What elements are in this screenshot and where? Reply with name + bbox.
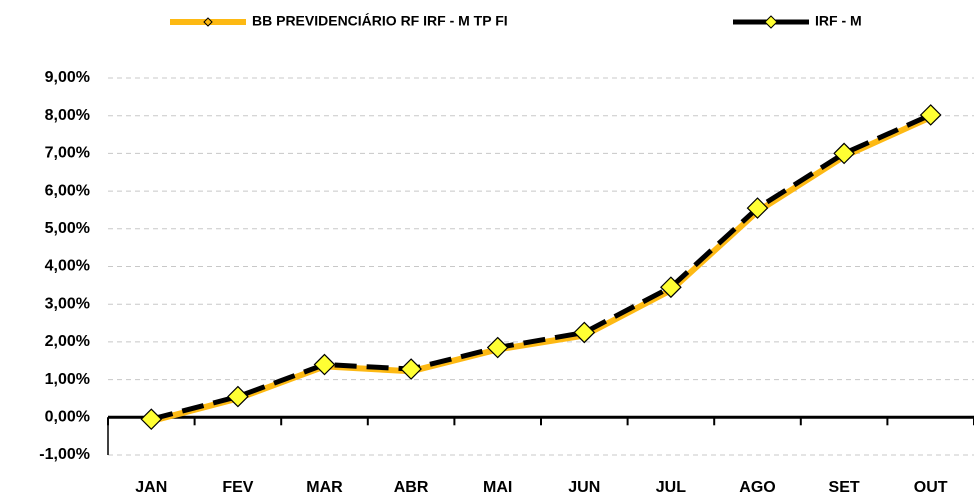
legend-marker bbox=[203, 17, 213, 27]
x-tick-label: MAI bbox=[483, 479, 512, 496]
x-tick-label: MAR bbox=[306, 479, 343, 496]
y-tick-label: 2,00% bbox=[45, 333, 90, 350]
marker bbox=[400, 358, 422, 380]
marker bbox=[313, 353, 336, 376]
marker bbox=[833, 142, 855, 165]
series-line bbox=[150, 114, 932, 424]
legend-label: IRF - M bbox=[815, 13, 862, 29]
x-tick-label: SET bbox=[829, 479, 860, 496]
marker bbox=[140, 408, 163, 431]
x-tick-label: ABR bbox=[394, 479, 429, 496]
x-tick-label: JUN bbox=[568, 479, 600, 496]
y-tick-label: 0,00% bbox=[45, 409, 90, 426]
marker bbox=[486, 336, 509, 359]
y-tick-label: -1,00% bbox=[39, 446, 90, 463]
y-tick-label: 3,00% bbox=[45, 295, 90, 312]
marker bbox=[919, 104, 942, 126]
y-tick-label: 8,00% bbox=[45, 107, 90, 124]
y-tick-label: 6,00% bbox=[45, 182, 90, 199]
x-tick-label: FEV bbox=[222, 479, 253, 496]
marker bbox=[660, 276, 682, 299]
legend: BB PREVIDENCIÁRIO RF IRF - M TP FI IRF - … bbox=[170, 13, 862, 29]
x-tick-label: AGO bbox=[739, 479, 775, 496]
y-tick-label: 5,00% bbox=[45, 220, 90, 237]
y-tick-label: 7,00% bbox=[45, 145, 90, 162]
y-tick-label: 9,00% bbox=[45, 69, 90, 86]
marker bbox=[746, 197, 769, 219]
series-line bbox=[150, 112, 932, 422]
x-tick-label: JAN bbox=[135, 479, 167, 496]
y-tick-label: 4,00% bbox=[45, 258, 90, 275]
x-tick-label: OUT bbox=[914, 479, 948, 496]
legend-label: BB PREVIDENCIÁRIO RF IRF - M TP FI bbox=[252, 13, 508, 29]
legend-marker bbox=[764, 15, 778, 29]
x-tick-label: JUL bbox=[656, 479, 686, 496]
y-tick-label: 1,00% bbox=[45, 371, 90, 388]
marker bbox=[227, 385, 249, 408]
marker bbox=[573, 321, 596, 344]
